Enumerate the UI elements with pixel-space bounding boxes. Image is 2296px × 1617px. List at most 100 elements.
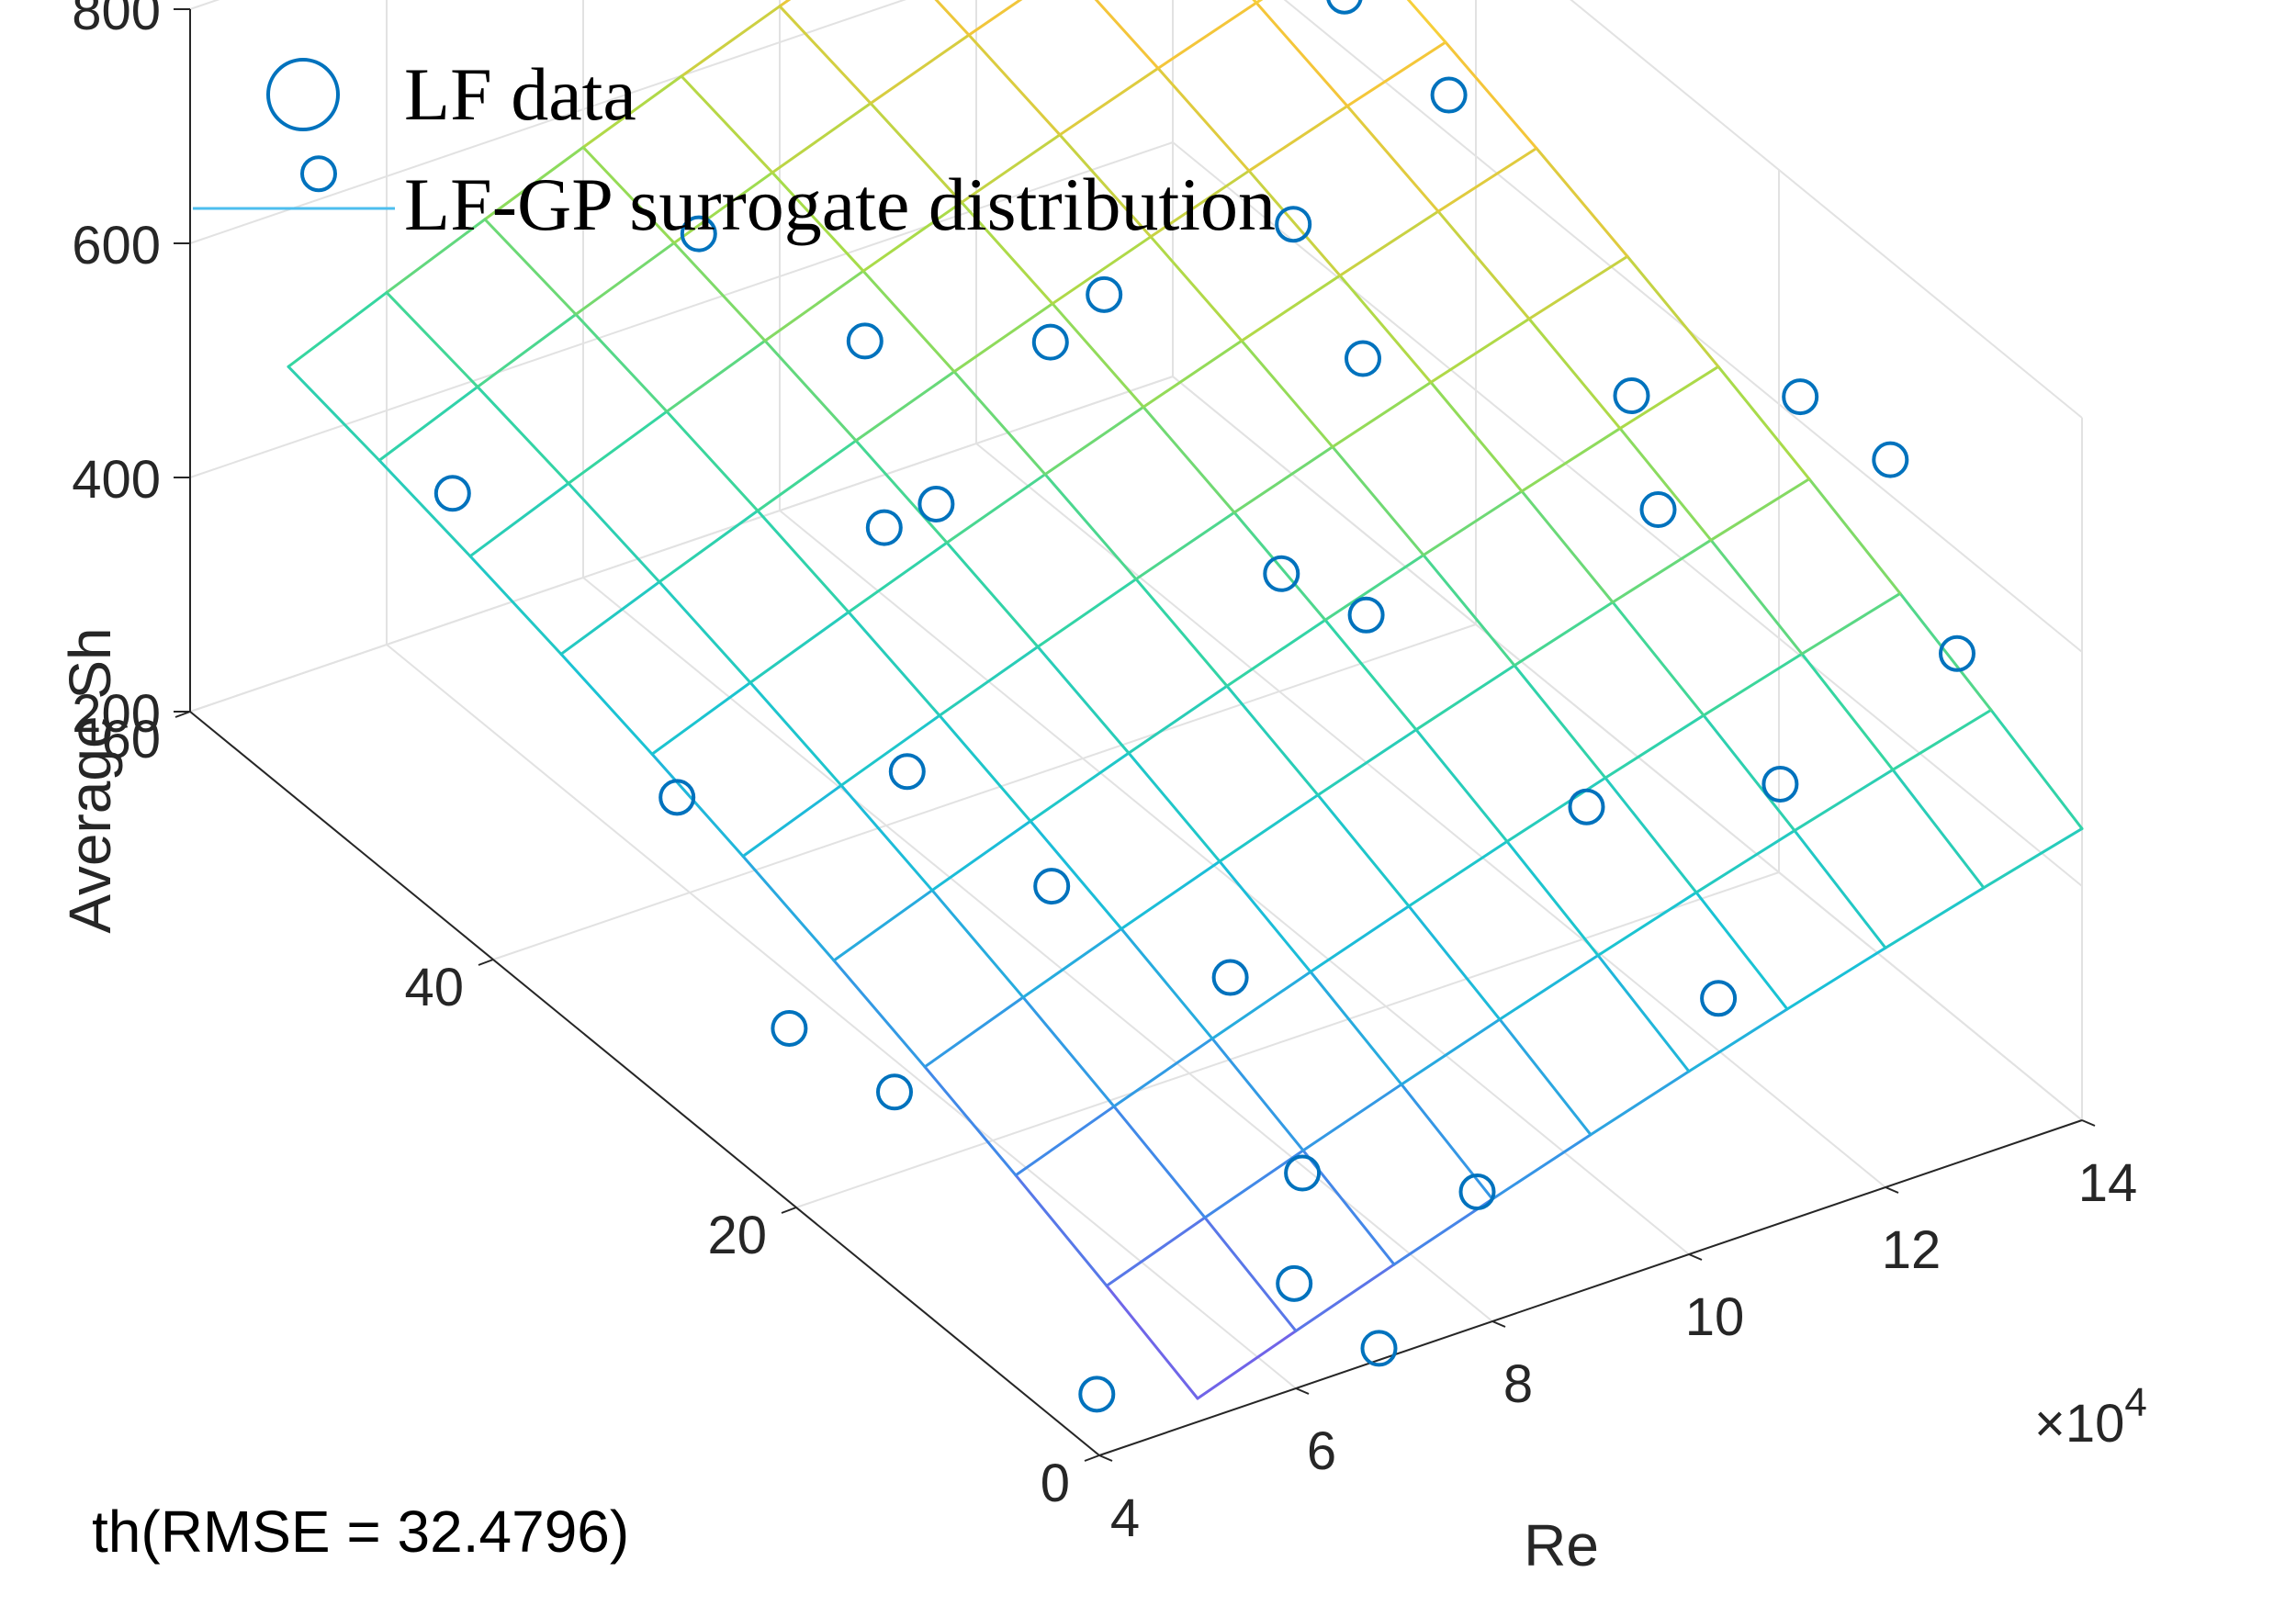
- surface-mesh-segment: [1051, 302, 1145, 409]
- x-tick-mark: [1098, 1454, 1113, 1462]
- surface-mesh-segment: [945, 541, 1040, 648]
- surface-mesh-segment: [1255, 0, 1264, 5]
- lf-data-point: [1613, 377, 1650, 414]
- surface-mesh-segment: [861, 200, 963, 273]
- surface-mesh-segment: [1513, 664, 1607, 780]
- lf-data-point: [876, 1073, 913, 1111]
- surface-mesh-segment: [952, 370, 1047, 477]
- x-tick-mark: [1688, 1253, 1703, 1261]
- surface-mesh-segment: [967, 0, 1023, 37]
- x-tick-mark: [2081, 1119, 2096, 1127]
- grid-line-back-z: [189, 0, 220, 10]
- y-tick-label: 60: [101, 710, 161, 769]
- surface-mesh-segment: [1301, 1083, 1403, 1152]
- x-multiplier: ×104: [2034, 1380, 2147, 1454]
- surface-mesh-segment: [854, 370, 956, 443]
- surface-mesh-segment: [1414, 728, 1509, 843]
- surface-mesh-segment: [1036, 645, 1131, 755]
- surface-mesh-segment: [1626, 254, 1720, 368]
- surface-mesh-segment: [574, 241, 676, 316]
- surface-mesh-segment: [1156, 1, 1258, 70]
- grid-line-floor-x: [975, 443, 1886, 1188]
- surface-mesh-segment: [1505, 776, 1607, 843]
- surface-mesh-segment: [854, 439, 949, 545]
- surface-mesh-segment: [771, 171, 865, 273]
- surface-mesh-segment: [287, 365, 381, 462]
- surface-mesh-segment: [476, 385, 570, 485]
- surface-mesh-segment: [1316, 793, 1411, 908]
- z-tick-label: 400: [72, 450, 161, 510]
- surface-mesh-segment: [1120, 859, 1221, 931]
- surface-mesh-segment: [1036, 578, 1138, 648]
- surface-mesh-segment: [468, 481, 570, 558]
- surface-mesh-segment: [748, 680, 843, 787]
- surface-mesh-segment: [1407, 904, 1502, 1021]
- z-tick-label: 200: [72, 684, 161, 744]
- surface-mesh-segment: [839, 713, 941, 787]
- lf-data-point: [1458, 1173, 1496, 1210]
- surface-mesh-segment: [756, 509, 850, 614]
- surface-mesh-segment: [1127, 684, 1229, 755]
- surface-mesh-segment: [1323, 554, 1425, 622]
- surface-mesh-segment: [1225, 684, 1320, 797]
- surface-mesh-segment: [1203, 1149, 1305, 1219]
- surface-mesh-segment: [1105, 1284, 1199, 1400]
- surface-mesh-segment: [476, 312, 578, 388]
- surface-mesh-segment: [923, 995, 1025, 1069]
- surface-mesh-segment: [1294, 1263, 1396, 1332]
- x-axis-line: [1098, 1119, 2083, 1456]
- z-tick-label: 800: [72, 0, 161, 41]
- surface-mesh-segment: [1142, 405, 1236, 514]
- lf-data-point: [1326, 0, 1363, 15]
- surface-mesh-segment: [1498, 1017, 1593, 1137]
- surface-mesh-segment: [839, 783, 934, 893]
- surface-mesh-segment: [1218, 859, 1312, 973]
- surface-mesh-segment: [741, 783, 843, 858]
- surface-mesh-segment: [665, 339, 767, 413]
- surface-mesh-segment: [1527, 317, 1622, 431]
- surface-mesh-segment: [1982, 826, 2084, 890]
- grid-line-floor-y: [795, 871, 1780, 1208]
- y-tick-mark: [478, 959, 494, 966]
- surface-mesh-segment: [847, 611, 941, 717]
- x-tick-label: 8: [1503, 1354, 1533, 1414]
- surface-mesh-segment: [1436, 146, 1538, 213]
- surface-mesh-segment: [1498, 953, 1600, 1021]
- surface-mesh-segment: [938, 645, 1040, 717]
- surface-mesh-segment: [1127, 751, 1221, 863]
- lf-data-point: [865, 509, 903, 546]
- surface-mesh-segment: [658, 580, 752, 684]
- surface-mesh-segment: [672, 171, 774, 245]
- surface-mesh-segment: [1120, 927, 1214, 1040]
- surface-mesh-segment: [650, 680, 752, 756]
- surface-mesh-segment: [1898, 591, 1993, 712]
- surface-mesh-segment: [1422, 489, 1524, 557]
- surface-mesh-segment: [1785, 946, 1887, 1011]
- surface-mesh-segment: [952, 302, 1054, 374]
- surface-layer: [287, 0, 2084, 1400]
- surface-mesh-segment: [930, 889, 1025, 999]
- legend-marker-lf-data: [266, 58, 340, 131]
- surface-mesh-segment: [923, 1065, 1018, 1177]
- grid-line-floor-x: [386, 644, 1297, 1389]
- surface-mesh-segment: [581, 74, 683, 149]
- surface-mesh-segment: [1043, 405, 1145, 477]
- surface-mesh-segment: [1513, 601, 1615, 668]
- surface-mesh-segment: [1429, 317, 1531, 384]
- surface-mesh-segment: [1316, 728, 1418, 797]
- surface-mesh-segment: [658, 509, 760, 584]
- lf-data-point: [1872, 441, 1909, 478]
- surface-mesh-segment: [1702, 652, 1804, 717]
- lf-data-point: [433, 475, 471, 512]
- surface-mesh-segment: [1604, 776, 1698, 894]
- x-tick-mark: [1885, 1186, 1899, 1194]
- surface-mesh-segment: [1043, 473, 1138, 581]
- surface-mesh-segment: [567, 410, 669, 485]
- surface-mesh-segment: [934, 0, 971, 37]
- surface-mesh-segment: [763, 339, 858, 443]
- y-axis-line: [189, 711, 1100, 1456]
- surface-mesh-segment: [1014, 1173, 1109, 1287]
- lf-data-point: [1284, 1154, 1322, 1192]
- surface-mesh-segment: [385, 291, 479, 388]
